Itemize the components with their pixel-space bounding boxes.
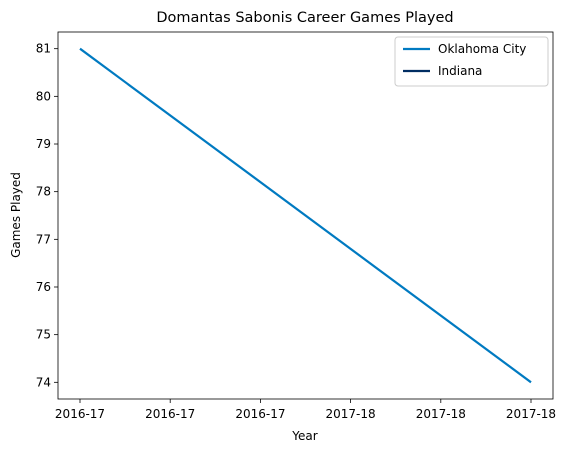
x-axis-label: Year	[291, 429, 317, 443]
x-tick-label: 2017-18	[506, 407, 556, 421]
y-tick-label: 80	[36, 89, 51, 103]
legend-box	[394, 36, 549, 87]
x-tick-label: 2017-18	[326, 407, 376, 421]
y-tick-label: 78	[36, 185, 51, 199]
x-tick-label: 2016-17	[235, 407, 285, 421]
plot-area	[57, 31, 554, 400]
x-tick-label: 2016-17	[55, 407, 105, 421]
y-tick-label: 75	[36, 328, 51, 342]
x-tick-label: 2017-18	[416, 407, 466, 421]
legend-label: Indiana	[438, 64, 482, 78]
y-tick-label: 77	[36, 232, 51, 246]
legend: Oklahoma City Indiana	[394, 36, 549, 87]
y-tick-label: 81	[36, 42, 51, 56]
y-axis: 74 75 76 77 78 79 80 81	[36, 42, 58, 389]
chart-title: Domantas Sabonis Career Games Played	[156, 10, 453, 26]
y-tick-label: 74	[36, 375, 51, 389]
y-tick-label: 79	[36, 137, 51, 151]
x-axis: 2016-17 2016-17 2016-17 2017-18 2017-18 2017-…	[55, 399, 556, 421]
x-tick-label: 2016-17	[145, 407, 195, 421]
y-tick-label: 76	[36, 280, 51, 294]
y-axis-label: Games Played	[9, 172, 23, 258]
series-layer	[79, 47, 532, 384]
legend-label: Oklahoma City	[438, 42, 526, 56]
series-line-0	[79, 47, 532, 384]
